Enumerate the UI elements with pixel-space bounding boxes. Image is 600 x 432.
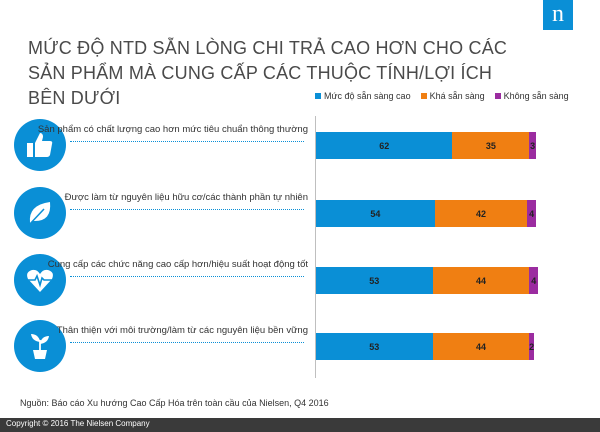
copyright-text: Copyright © 2016 The Nielsen Company [6,419,150,428]
legend-swatch [494,93,501,99]
bar-segment: 2 [529,333,535,360]
bar-segment: 3 [529,132,536,159]
category-label: Thân thiện với môi trường/làm từ các ngu… [56,325,308,336]
bar-segment: 44 [432,267,530,294]
data-label: 4 [531,275,537,286]
legend-swatch [420,93,427,99]
bar-segment: 53 [316,333,433,360]
bar-segment: 62 [316,132,453,159]
chart-row: Thân thiện với môi trường/làm từ các ngu… [0,316,600,376]
bar-segment: 54 [316,200,435,227]
axis-baseline [315,116,316,378]
bar-segment: 44 [432,333,530,360]
connector-line [70,209,304,210]
data-label: 3 [530,140,536,151]
category-label: Cung cấp các chức năng cao cấp hơn/hiệu … [47,259,308,270]
connector-line [70,342,304,343]
data-label: 44 [475,341,486,352]
legend-item: Không sẵn sàng [494,91,569,101]
plant-pot-icon [14,320,66,372]
bar-segment: 4 [529,267,539,294]
chart-title: MỨC ĐỘ NTD SẴN LÒNG CHI TRẢ CAO HƠN CHO … [28,38,508,108]
leaf-icon [14,187,66,239]
data-label: 4 [529,208,535,219]
thumbs-up-icon [14,119,66,171]
bar-segment: 35 [452,132,530,159]
data-label: 42 [475,208,486,219]
nielsen-logo: n [543,0,573,30]
chart-row: Được làm từ nguyên liệu hữu cơ/các thành… [0,183,600,243]
legend-item: Mức độ sẵn sàng cao [315,91,411,101]
legend-label: Mức độ sẵn sàng cao [324,91,411,101]
data-label: 54 [370,208,381,219]
bar-segment: 42 [434,200,528,227]
data-label: 35 [485,140,496,151]
chart-row: Sản phẩm có chất lượng cao hơn mức tiêu … [0,115,600,175]
footer-bar: Copyright © 2016 The Nielsen Company [0,418,600,432]
legend-label: Khá sẵn sàng [429,91,485,101]
data-label: 53 [369,275,380,286]
data-label: 2 [529,341,535,352]
chart-legend: Mức độ sẵn sàng cao Khá sẵn sàng Không sẵn… [315,91,595,101]
legend-item: Khá sẵn sàng [420,91,485,101]
category-label: Được làm từ nguyên liệu hữu cơ/các thành… [64,192,308,203]
bar-segment: 4 [527,200,536,227]
connector-line [70,276,304,277]
legend-label: Không sẵn sàng [503,91,569,101]
data-label: 53 [369,341,380,352]
data-label: 62 [379,140,390,151]
legend-swatch [315,93,321,99]
logo-letter: n [552,1,564,27]
source-note: Nguồn: Báo cáo Xu hướng Cao Cấp Hóa trên… [20,398,329,408]
connector-line [70,141,304,142]
bar-segment: 53 [316,267,433,294]
data-label: 44 [475,275,486,286]
category-label: Sản phẩm có chất lượng cao hơn mức tiêu … [37,124,308,135]
heart-pulse-icon [14,254,66,306]
chart-row: Cung cấp các chức năng cao cấp hơn/hiệu … [0,250,600,310]
